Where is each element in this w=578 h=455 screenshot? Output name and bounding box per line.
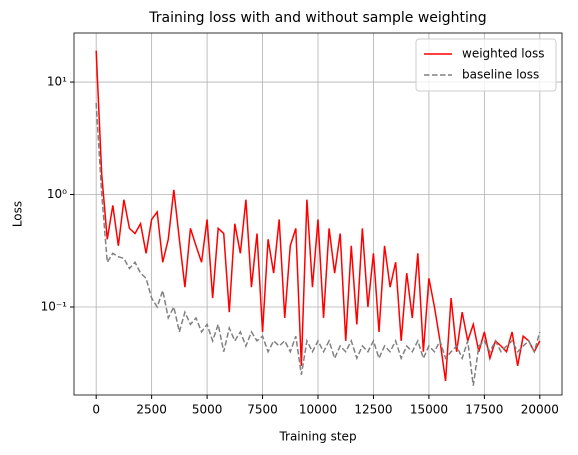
x-axis-label: Training step — [278, 430, 356, 444]
plot-frame — [73, 32, 563, 396]
y-tick-label: 10⁰ — [47, 187, 67, 201]
legend-box — [415, 38, 557, 92]
x-tick-label: 5000 — [192, 403, 223, 417]
chart-title: Training loss with and without sample we… — [148, 10, 486, 26]
y-axis-label: Loss — [11, 201, 25, 227]
x-tick-label: 17500 — [465, 403, 503, 417]
x-tick-label: 12500 — [354, 403, 392, 417]
x-tick-label: 0 — [92, 403, 100, 417]
x-tick-label: 7500 — [247, 403, 278, 417]
x-tick-label: 10000 — [299, 403, 337, 417]
legend-label: weighted loss — [462, 47, 544, 61]
x-tick-label: 20000 — [521, 403, 559, 417]
y-tick-label: 10¹ — [47, 75, 67, 89]
data-line — [95, 103, 541, 386]
data-line — [95, 50, 541, 382]
x-tick-label: 15000 — [410, 403, 448, 417]
x-tick-label: 2500 — [136, 403, 167, 417]
y-tick-label: 10⁻¹ — [41, 299, 68, 313]
legend-label: baseline loss — [462, 68, 539, 82]
